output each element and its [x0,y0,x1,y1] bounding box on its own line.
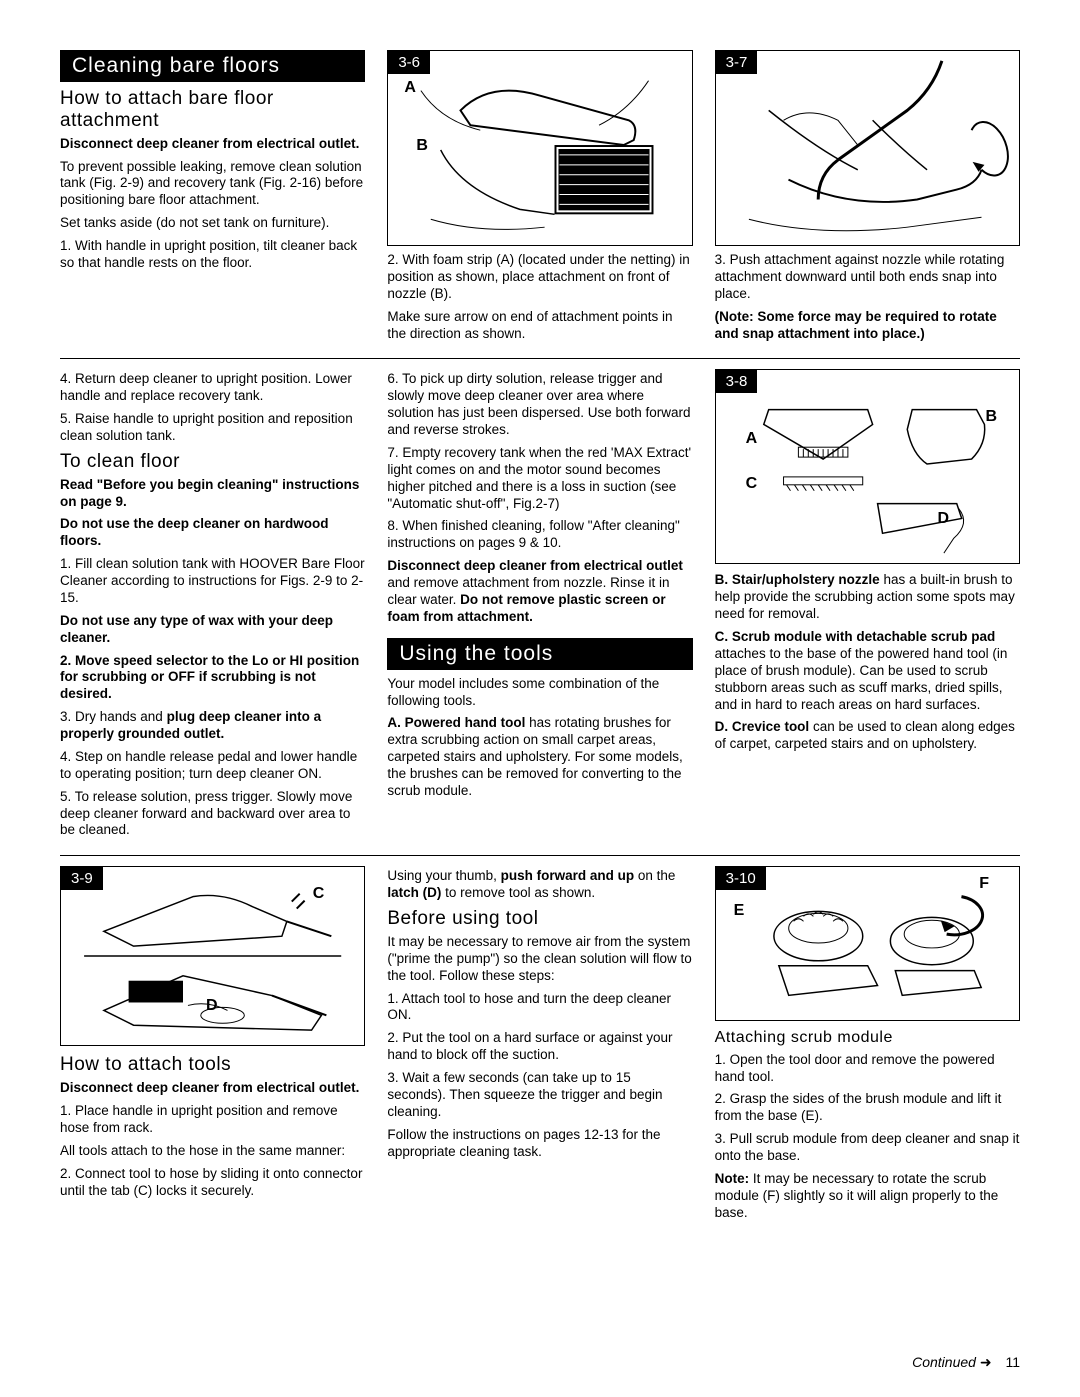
fig38-b: B [985,408,997,426]
r3c2-p5: 3. Wait a few seconds (can take up to 15… [387,1070,692,1121]
r3c3-p1: 1. Open the tool door and remove the pow… [715,1052,1020,1086]
row1-col1: Cleaning bare floors How to attach bare … [60,50,365,348]
r2c1-p6: Do not use any type of wax with your dee… [60,613,365,647]
r2c2-p4: Disconnect deep cleaner from electrical … [387,558,692,626]
row-1: Cleaning bare floors How to attach bare … [60,50,1020,348]
r2c2-p1: 6. To pick up dirty solution, release tr… [387,371,692,439]
divider-1 [60,358,1020,359]
r2c1-p8: 3. Dry hands and plug deep cleaner into … [60,709,365,743]
r3c2-p2: It may be necessary to remove air from t… [387,934,692,985]
fig-3-10-label: 3-10 [716,867,766,890]
r2c2-p2: 7. Empty recovery tank when the red 'MAX… [387,445,692,513]
fig36-marker-b: B [416,137,428,155]
r2c3-p1: B. Stair/upholstery nozzle has a built-i… [715,572,1020,623]
fig39-d: D [206,997,218,1015]
r2c2b-p2: A. Powered hand tool has rotating brushe… [387,715,692,799]
fig36-cap1: 2. With foam strip (A) (located under th… [387,252,692,303]
r2c1-p3: Read "Before you begin cleaning" instruc… [60,477,365,511]
fig37-cap1: 3. Push attachment against nozzle while … [715,252,1020,303]
r2c1-p9: 4. Step on handle release pedal and lowe… [60,749,365,783]
r2c1-p1: 4. Return deep cleaner to upright positi… [60,371,365,405]
fig37-cap2: (Note: Some force may be required to rot… [715,309,1020,343]
r1c1-p1: Disconnect deep cleaner from electrical … [60,136,365,153]
fig36-illustration [388,51,691,245]
figure-3-7: 3-7 [715,50,1020,246]
r3c3-p2: 2. Grasp the sides of the brush module a… [715,1091,1020,1125]
footer-page-number: 11 [1005,1354,1020,1370]
r2c1-p2: 5. Raise handle to upright position and … [60,411,365,445]
fig38-a: A [746,430,758,448]
subhead-to-clean-floor: To clean floor [60,451,365,473]
r2c1-p4: Do not use the deep cleaner on hardwood … [60,516,365,550]
footer-arrow-icon: ➜ [980,1354,992,1370]
r1c1-p2: To prevent possible leaking, remove clea… [60,159,365,210]
fig38-illustration [716,370,1019,563]
r3c1-p4: 2. Connect tool to hose by sliding it on… [60,1166,365,1200]
row1-col2: 3-6 A B 2. With foam strip (A) (located … [387,50,692,348]
r2c1-p5: 1. Fill clean solution tank with HOOVER … [60,556,365,607]
fig38-c: C [746,475,758,493]
fig310-f: F [979,875,989,893]
subhead-attach-tools: How to attach tools [60,1054,365,1076]
section-title-tools: Using the tools [387,638,692,670]
row3-col2: Using your thumb, push forward and up on… [387,866,692,1227]
page-footer: Continued ➜ 11 [912,1354,1020,1371]
footer-continued: Continued [912,1354,976,1370]
fig310-e: E [734,902,745,920]
subhead-before-using-tool: Before using tool [387,908,692,930]
fig37-illustration [716,51,1019,245]
r3c1-p3: All tools attach to the hose in the same… [60,1143,365,1160]
r2c1-p10: 5. To release solution, press trigger. S… [60,789,365,840]
r2c1-p7: 2. Move speed selector to the Lo or HI p… [60,653,365,704]
row3-col1: 3-9 C D How to attach tools Disconnect d… [60,866,365,1227]
figure-3-10: 3-10 E F [715,866,1020,1021]
r3c2-p4: 2. Put the tool on a hard surface or aga… [387,1030,692,1064]
r2c3-p2: C. Scrub module with detachable scrub pa… [715,629,1020,713]
row-2: 4. Return deep cleaner to upright positi… [60,369,1020,845]
fig39-c: C [313,885,325,903]
fig-3-9-label: 3-9 [61,867,103,890]
row2-col3: 3-8 A B C D B. Stair/upholstery nozzle h… [715,369,1020,845]
section-title-cleaning: Cleaning bare floors [60,50,365,82]
row-3: 3-9 C D How to attach tools Disconnect d… [60,866,1020,1227]
subhead-attach-barefloor: How to attach bare floor attachment [60,88,365,132]
figure-3-8: 3-8 A B C D [715,369,1020,564]
r1c1-p4: 1. With handle in upright position, tilt… [60,238,365,272]
figure-3-9: 3-9 C D [60,866,365,1046]
r3c3-p3: 3. Pull scrub module from deep cleaner a… [715,1131,1020,1165]
fig38-d: D [937,510,949,528]
fig-3-7-label: 3-7 [716,51,758,74]
fig36-cap2: Make sure arrow on end of attachment poi… [387,309,692,343]
r3c1-p2: 1. Place handle in upright position and … [60,1103,365,1137]
fig36-marker-a: A [404,79,416,97]
figure-3-6: 3-6 A B [387,50,692,246]
fig-3-6-label: 3-6 [388,51,430,74]
row2-col1: 4. Return deep cleaner to upright positi… [60,369,365,845]
r3c2-p6: Follow the instructions on pages 12-13 f… [387,1127,692,1161]
subhead-attach-scrub: Attaching scrub module [715,1029,1020,1047]
r1c1-p3: Set tanks aside (do not set tank on furn… [60,215,365,232]
row1-col3: 3-7 3. Push attachment against nozzle wh… [715,50,1020,348]
page-root: Cleaning bare floors How to attach bare … [60,50,1020,1228]
fig-3-8-label: 3-8 [716,370,758,393]
r3c3-p4: Note: It may be necessary to rotate the … [715,1171,1020,1222]
r3c2-p1: Using your thumb, push forward and up on… [387,868,692,902]
r2c2-p3: 8. When finished cleaning, follow "After… [387,518,692,552]
row3-col3: 3-10 E F Attaching scrub module 1. Open … [715,866,1020,1227]
divider-2 [60,855,1020,856]
r2c3-p3: D. Crevice tool can be used to clean alo… [715,719,1020,753]
r2c2b-p1: Your model includes some combination of … [387,676,692,710]
r3c1-p1: Disconnect deep cleaner from electrical … [60,1080,365,1097]
row2-col2: 6. To pick up dirty solution, release tr… [387,369,692,845]
r3c2-p3: 1. Attach tool to hose and turn the deep… [387,991,692,1025]
